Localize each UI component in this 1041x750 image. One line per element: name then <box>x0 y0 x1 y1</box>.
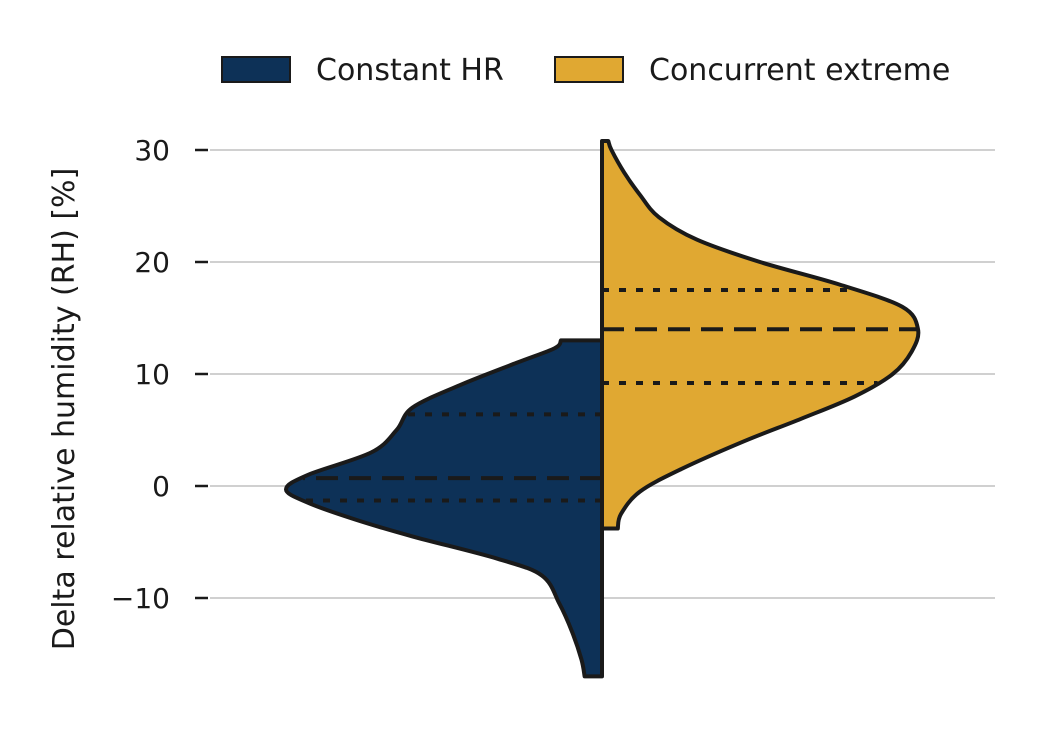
legend-swatch <box>221 56 291 83</box>
violin-left <box>284 338 604 679</box>
violin-right <box>600 139 921 531</box>
legend: Constant HR Concurrent extreme <box>221 53 950 88</box>
y-axis-title: Delta relative humidity (RH) [%] <box>47 168 82 651</box>
y-tick-label: 0 <box>152 470 170 503</box>
legend-swatch <box>554 56 624 83</box>
y-tick-label: −10 <box>111 582 170 615</box>
y-tick-label: 20 <box>134 246 170 279</box>
violin-body-left <box>284 338 604 679</box>
violins <box>284 139 921 679</box>
y-axis: 30 20 10 0 −10 <box>111 134 208 615</box>
legend-label: Concurrent extreme <box>649 53 950 88</box>
violin-body-right <box>600 139 921 531</box>
y-tick-label: 10 <box>134 358 170 391</box>
legend-label: Constant HR <box>316 53 504 88</box>
y-tick-label: 30 <box>134 134 170 167</box>
